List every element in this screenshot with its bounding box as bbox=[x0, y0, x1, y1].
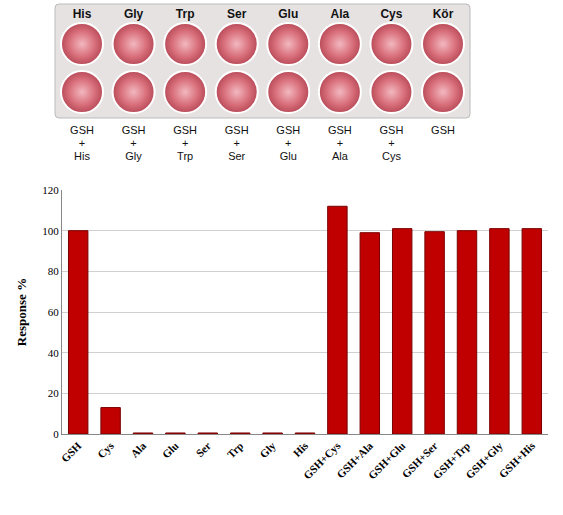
svg-text:Cys: Cys bbox=[95, 439, 117, 461]
svg-text:80: 80 bbox=[48, 265, 60, 277]
svg-text:Ala: Ala bbox=[331, 7, 350, 21]
svg-text:Gly: Gly bbox=[125, 150, 142, 162]
svg-text:Ala: Ala bbox=[128, 439, 149, 460]
svg-text:0: 0 bbox=[53, 428, 59, 440]
svg-text:His: His bbox=[291, 439, 311, 459]
svg-text:GSH+Gly: GSH+Gly bbox=[463, 439, 505, 481]
svg-text:Response %: Response % bbox=[14, 278, 29, 346]
svg-text:GSH: GSH bbox=[328, 124, 352, 136]
svg-text:GSH: GSH bbox=[431, 124, 455, 136]
svg-text:Ser: Ser bbox=[193, 439, 213, 459]
svg-text:Gly: Gly bbox=[257, 439, 278, 460]
svg-text:GSH+Glu: GSH+Glu bbox=[366, 440, 408, 482]
svg-text:Trp: Trp bbox=[177, 150, 193, 162]
svg-text:Ser: Ser bbox=[228, 150, 245, 162]
svg-text:GSH: GSH bbox=[59, 439, 84, 464]
svg-text:100: 100 bbox=[42, 225, 59, 237]
svg-text:Kör: Kör bbox=[433, 7, 454, 21]
svg-text:120: 120 bbox=[42, 184, 59, 196]
svg-text:60: 60 bbox=[48, 306, 60, 318]
svg-text:Trp: Trp bbox=[225, 440, 246, 461]
svg-text:GSH: GSH bbox=[380, 124, 404, 136]
svg-text:GSH: GSH bbox=[225, 124, 249, 136]
svg-text:GSH: GSH bbox=[173, 124, 197, 136]
svg-text:GSH: GSH bbox=[70, 124, 94, 136]
svg-text:GSH+His: GSH+His bbox=[497, 439, 538, 480]
svg-text:+: + bbox=[337, 137, 343, 149]
svg-text:Glu: Glu bbox=[280, 150, 297, 162]
svg-text:+: + bbox=[130, 137, 136, 149]
svg-text:Ala: Ala bbox=[332, 150, 349, 162]
svg-text:+: + bbox=[388, 137, 394, 149]
svg-text:Ser: Ser bbox=[227, 7, 247, 21]
svg-text:Trp: Trp bbox=[176, 7, 195, 21]
svg-text:GSH+Trp: GSH+Trp bbox=[431, 440, 473, 482]
svg-text:His: His bbox=[73, 7, 92, 21]
svg-text:+: + bbox=[182, 137, 188, 149]
svg-text:Cys: Cys bbox=[380, 7, 402, 21]
svg-text:+: + bbox=[233, 137, 239, 149]
svg-text:GSH+Ser: GSH+Ser bbox=[399, 439, 440, 480]
svg-text:+: + bbox=[79, 137, 85, 149]
svg-text:GSH+Cys: GSH+Cys bbox=[301, 439, 343, 481]
svg-text:Gly: Gly bbox=[124, 7, 144, 21]
svg-text:20: 20 bbox=[48, 387, 60, 399]
svg-text:Glu: Glu bbox=[160, 440, 181, 461]
svg-text:Glu: Glu bbox=[278, 7, 298, 21]
svg-text:GSH: GSH bbox=[122, 124, 146, 136]
svg-text:GSH+Ala: GSH+Ala bbox=[334, 439, 375, 480]
svg-text:Cys: Cys bbox=[382, 150, 401, 162]
svg-text:His: His bbox=[74, 150, 90, 162]
svg-text:40: 40 bbox=[48, 347, 60, 359]
svg-text:+: + bbox=[285, 137, 291, 149]
svg-text:GSH: GSH bbox=[276, 124, 300, 136]
